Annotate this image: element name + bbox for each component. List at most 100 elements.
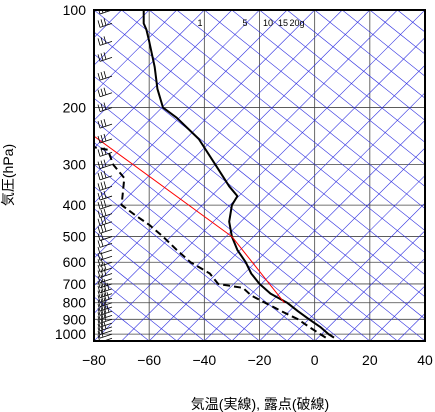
wind-barb bbox=[97, 297, 113, 308]
adiabat-line bbox=[176, 10, 425, 209]
isotherm-line bbox=[259, 175, 425, 341]
x-tick-label: 20 bbox=[362, 352, 378, 368]
wind-barb bbox=[97, 159, 113, 170]
barb-flag bbox=[100, 201, 104, 209]
y-tick-label: 700 bbox=[63, 276, 87, 292]
isotherm-line bbox=[94, 10, 425, 341]
mixing-ratio-label: 10 bbox=[263, 18, 273, 28]
adiabat-line bbox=[342, 10, 425, 77]
adiabat-line bbox=[121, 10, 425, 254]
x-tick-label: −60 bbox=[137, 352, 161, 368]
barb-flag bbox=[100, 120, 104, 128]
barb-flag bbox=[97, 73, 101, 81]
y-tick-label: 600 bbox=[63, 254, 87, 270]
isotherm-line bbox=[94, 10, 260, 176]
isotherm-line bbox=[94, 10, 315, 232]
barb-flag bbox=[100, 294, 104, 302]
barb-flag bbox=[103, 301, 107, 310]
barb-flag bbox=[100, 289, 104, 297]
barb-flag bbox=[97, 89, 101, 97]
adiabat-line bbox=[204, 10, 425, 187]
barb-flag bbox=[103, 224, 107, 232]
adiabat-line bbox=[94, 186, 288, 341]
barb-flag bbox=[97, 54, 101, 62]
wind-barb bbox=[97, 282, 113, 294]
barb-flag bbox=[97, 285, 101, 293]
wind-barb bbox=[97, 87, 113, 98]
adiabat-line bbox=[94, 119, 371, 341]
wind-barb bbox=[97, 18, 113, 28]
barb-flag bbox=[100, 269, 104, 277]
barb-flag bbox=[100, 239, 104, 247]
wind-barb bbox=[97, 301, 113, 312]
barb-flag bbox=[103, 262, 107, 271]
barb-flag bbox=[97, 183, 101, 191]
adiabat-line bbox=[424, 10, 425, 11]
barb-flag bbox=[97, 149, 101, 157]
barb-flag bbox=[103, 268, 107, 276]
wind-barb bbox=[97, 292, 113, 303]
mixing-ratio-label: 15 bbox=[278, 18, 288, 28]
barb-flag bbox=[97, 233, 101, 241]
barb-flag bbox=[103, 133, 107, 142]
barb-flag bbox=[103, 216, 107, 224]
tick-labels: −80 −60 −40 −20 0 20 40 100 200 300 400 500 600 700 80… bbox=[55, 2, 433, 368]
barb-flag bbox=[100, 103, 104, 111]
adiabat-line bbox=[94, 252, 205, 341]
barb-flag bbox=[100, 298, 104, 306]
barb-flag bbox=[103, 87, 107, 95]
mixing-ratio-label: 5 bbox=[242, 18, 247, 28]
barb-flag bbox=[100, 53, 104, 61]
adiabat-line bbox=[94, 10, 425, 276]
adiabat-line bbox=[231, 10, 425, 165]
barb-flag bbox=[100, 191, 104, 200]
barb-flag bbox=[100, 209, 104, 217]
isotherm-line bbox=[94, 10, 398, 314]
barb-flag bbox=[97, 218, 101, 226]
barb-flag bbox=[100, 263, 104, 272]
adiabat-line bbox=[94, 274, 177, 341]
adiabat-line bbox=[94, 53, 425, 320]
barb-flag bbox=[100, 72, 104, 80]
barb-staff bbox=[99, 278, 113, 284]
barb-flag bbox=[103, 52, 107, 60]
adiabat-line bbox=[314, 10, 425, 99]
barb-flag bbox=[97, 270, 101, 278]
adiabat-line bbox=[94, 208, 260, 341]
y-tick-label: 500 bbox=[63, 229, 87, 245]
barb-flag bbox=[103, 119, 107, 127]
barb-staff bbox=[99, 261, 113, 267]
isotherm-line bbox=[231, 147, 425, 341]
barb-flag bbox=[100, 88, 104, 96]
isotherm-line bbox=[424, 340, 425, 341]
barb-flag bbox=[101, 10, 104, 14]
wind-barbs bbox=[97, 10, 113, 341]
isotherm-line bbox=[286, 202, 425, 341]
y-tick-label: 400 bbox=[63, 197, 87, 213]
isotherm-line bbox=[176, 92, 425, 341]
barb-flag bbox=[97, 161, 101, 169]
barb-flag bbox=[97, 226, 101, 234]
barb-flag bbox=[103, 170, 107, 179]
barb-flag bbox=[97, 20, 101, 28]
barb-flag bbox=[100, 284, 104, 292]
barb-staff bbox=[99, 243, 113, 248]
barb-staff bbox=[99, 330, 113, 335]
wind-barb bbox=[97, 288, 113, 299]
isotherm-line bbox=[204, 119, 425, 341]
y-tick-label: 900 bbox=[63, 311, 87, 327]
x-tick-label: 40 bbox=[417, 352, 433, 368]
wind-barb bbox=[97, 239, 113, 248]
wind-barb bbox=[97, 268, 113, 278]
wind-barb bbox=[97, 274, 113, 284]
barb-flag bbox=[100, 19, 104, 27]
barb-flag bbox=[103, 71, 107, 79]
adiabat-line bbox=[94, 97, 398, 341]
barb-flag bbox=[97, 312, 101, 320]
x-tick-label: −80 bbox=[82, 352, 106, 368]
barb-flag bbox=[103, 208, 107, 216]
x-tick-label: −20 bbox=[248, 352, 272, 368]
barb-flag bbox=[97, 202, 101, 210]
barb-flag bbox=[103, 159, 107, 167]
